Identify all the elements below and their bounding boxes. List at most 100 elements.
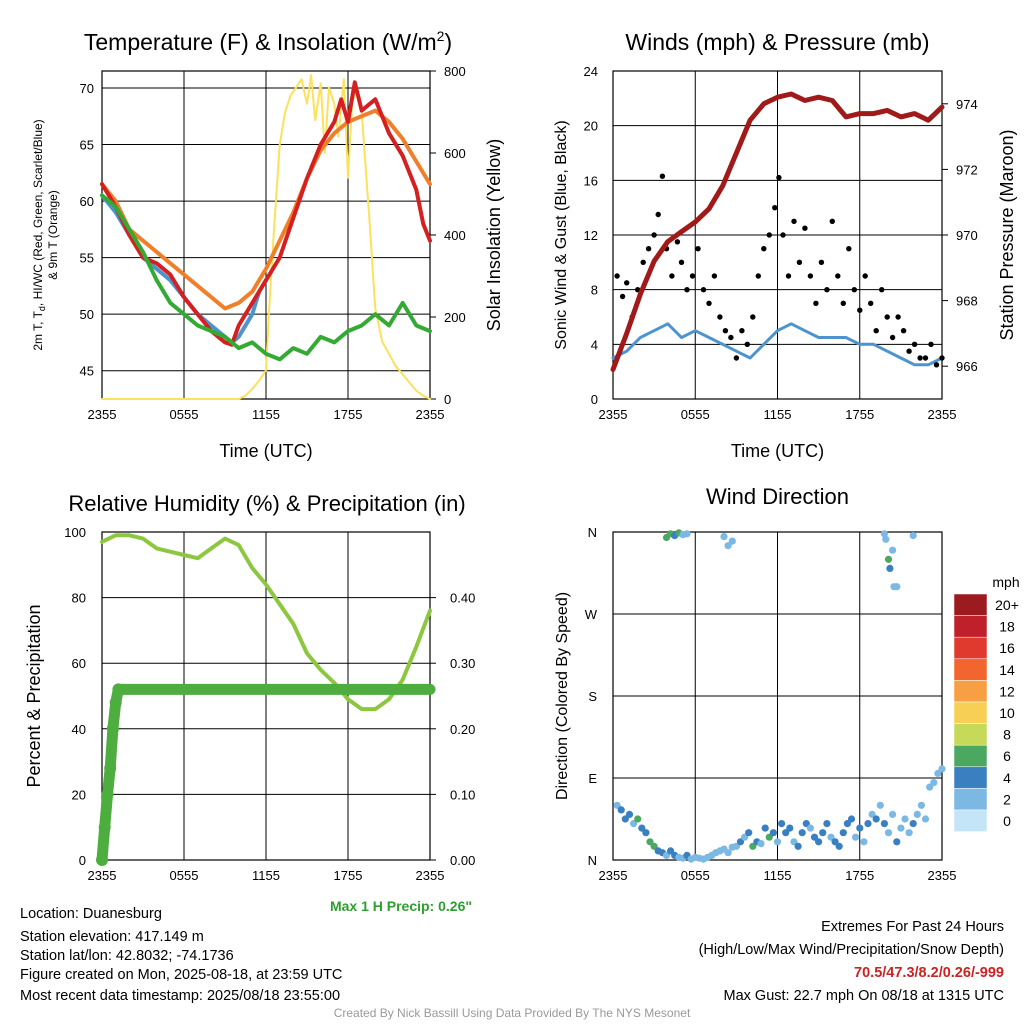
wind-chart-x-tick-label: 1155 bbox=[764, 407, 792, 422]
wind-gust-point bbox=[906, 348, 912, 354]
dir-point bbox=[724, 542, 732, 550]
dir-legend-swatch bbox=[953, 744, 988, 768]
dir-point bbox=[757, 840, 765, 848]
rh-precip-point bbox=[112, 683, 125, 696]
dir-point bbox=[905, 829, 913, 837]
wind-gust-point bbox=[689, 273, 696, 279]
extremes-title: Extremes For Past 24 Hours bbox=[821, 919, 1004, 935]
dir-legend-label: 20+ bbox=[995, 597, 1019, 613]
dir-point bbox=[893, 583, 901, 591]
wind-gust-point bbox=[619, 293, 626, 300]
dir-point bbox=[909, 820, 917, 828]
temp-y2-tick-label: 200 bbox=[444, 310, 466, 325]
rh-y-axis-label: Percent & Precipitation bbox=[24, 604, 44, 787]
wind-gust-point bbox=[835, 273, 841, 279]
rh-precip-point bbox=[98, 821, 111, 834]
dir-point bbox=[819, 829, 827, 837]
dir-point bbox=[720, 533, 728, 541]
temp-y-tick-label: 55 bbox=[80, 251, 94, 266]
wind-chart-x-tick-label: 2355 bbox=[928, 407, 957, 422]
dir-point bbox=[886, 564, 894, 573]
wind-gust-point bbox=[655, 211, 661, 218]
wind-gust-point bbox=[711, 273, 718, 279]
rh-chart-x-tick-label: 2355 bbox=[416, 868, 445, 883]
wind-gust-point bbox=[761, 246, 767, 252]
dir-point bbox=[613, 801, 621, 809]
wind-y2-tick-label: 966 bbox=[956, 359, 978, 374]
dir-point bbox=[938, 765, 946, 773]
dir-chart-x-tick-label: 2355 bbox=[928, 868, 957, 883]
wind-chart-x-tick-label: 1755 bbox=[845, 407, 874, 422]
dir-point bbox=[876, 801, 884, 809]
wind-series-sonic bbox=[611, 322, 944, 367]
wind-gust-point bbox=[739, 328, 745, 334]
dir-point bbox=[856, 824, 864, 832]
dir-point bbox=[736, 838, 745, 846]
dir-legend-label: 12 bbox=[999, 683, 1015, 699]
dir-chart-x-tick-label: 2355 bbox=[599, 868, 628, 883]
wind-y-tick-label: 0 bbox=[591, 392, 598, 407]
wind-gust-point bbox=[900, 328, 907, 334]
dir-legend-swatch bbox=[953, 636, 988, 660]
wind-gust-point bbox=[824, 287, 830, 293]
dir-point bbox=[634, 815, 642, 823]
temp-chart-x-tick-label: 1755 bbox=[334, 407, 363, 422]
wind-gust-point bbox=[884, 314, 890, 320]
dir-legend-label: 18 bbox=[999, 619, 1015, 635]
dir-legend-label: 14 bbox=[999, 662, 1015, 678]
wind-gust-point bbox=[911, 341, 918, 347]
temp-series-dewpoint bbox=[100, 193, 432, 362]
info-created: Figure created on Mon, 2025-08-18, at 23… bbox=[20, 967, 343, 983]
wind-gust-point bbox=[862, 273, 868, 279]
temp-y2-tick-label: 600 bbox=[444, 146, 466, 161]
dir-legend-label: 2 bbox=[1003, 791, 1011, 807]
rh-y2-tick-label: 0.40 bbox=[450, 591, 475, 606]
rh-y-tick-label: 100 bbox=[64, 525, 86, 540]
temp-chart-x-tick-label: 1155 bbox=[252, 407, 280, 422]
temp-chart-x-tick-label: 2355 bbox=[88, 407, 117, 422]
rh-y-tick-label: 40 bbox=[72, 722, 86, 737]
wind-gust-point bbox=[928, 341, 934, 347]
dir-point bbox=[872, 815, 880, 823]
dir-y-tick-label: S bbox=[588, 689, 597, 704]
dir-point bbox=[806, 824, 815, 832]
dir-legend-label: 6 bbox=[1003, 748, 1011, 764]
temp-y-tick-label: 45 bbox=[80, 364, 94, 379]
rh-chart-title: Relative Humidity (%) & Precipitation (i… bbox=[68, 491, 465, 516]
dir-point bbox=[884, 829, 893, 837]
dir-point bbox=[880, 530, 889, 538]
dir-point bbox=[901, 815, 909, 823]
wind-gust-point bbox=[700, 287, 707, 293]
dir-y-tick-label: N bbox=[588, 853, 597, 868]
rh-chart-x-tick-label: 2355 bbox=[88, 868, 117, 883]
wind-gust-point bbox=[939, 355, 945, 361]
dir-chart-title: Wind Direction bbox=[706, 484, 849, 509]
wind-gust-point bbox=[873, 328, 879, 334]
dir-point bbox=[882, 535, 890, 543]
wind-y2-tick-label: 972 bbox=[956, 162, 978, 177]
dir-point bbox=[642, 829, 650, 837]
wind-gust-point bbox=[780, 232, 786, 238]
wind-gust-point bbox=[678, 259, 685, 265]
dir-chart-x-tick-label: 0555 bbox=[681, 868, 710, 883]
dir-point bbox=[773, 838, 782, 846]
wind-gust-point bbox=[813, 300, 819, 306]
wind-chart-title: Winds (mph) & Pressure (mb) bbox=[625, 29, 929, 55]
wind-y-tick-label: 4 bbox=[591, 337, 598, 352]
dir-point bbox=[917, 801, 926, 809]
dir-point bbox=[728, 537, 736, 545]
wind-gust-point bbox=[733, 355, 740, 361]
wind-gust-point bbox=[922, 355, 929, 361]
dir-point bbox=[617, 806, 625, 814]
rh-series-humidity bbox=[100, 533, 432, 712]
dir-point bbox=[745, 829, 753, 837]
wind-chart-x-tick-label: 2355 bbox=[599, 407, 628, 422]
wind-series-pressure bbox=[610, 91, 945, 372]
wind-y-tick-label: 12 bbox=[584, 228, 598, 243]
dir-point bbox=[839, 829, 847, 837]
rh-chart-x-tick-label: 1755 bbox=[334, 868, 363, 883]
dir-point bbox=[843, 820, 852, 828]
temp-y-tick-label: 50 bbox=[80, 307, 94, 322]
dir-legend-swatch bbox=[953, 723, 988, 746]
